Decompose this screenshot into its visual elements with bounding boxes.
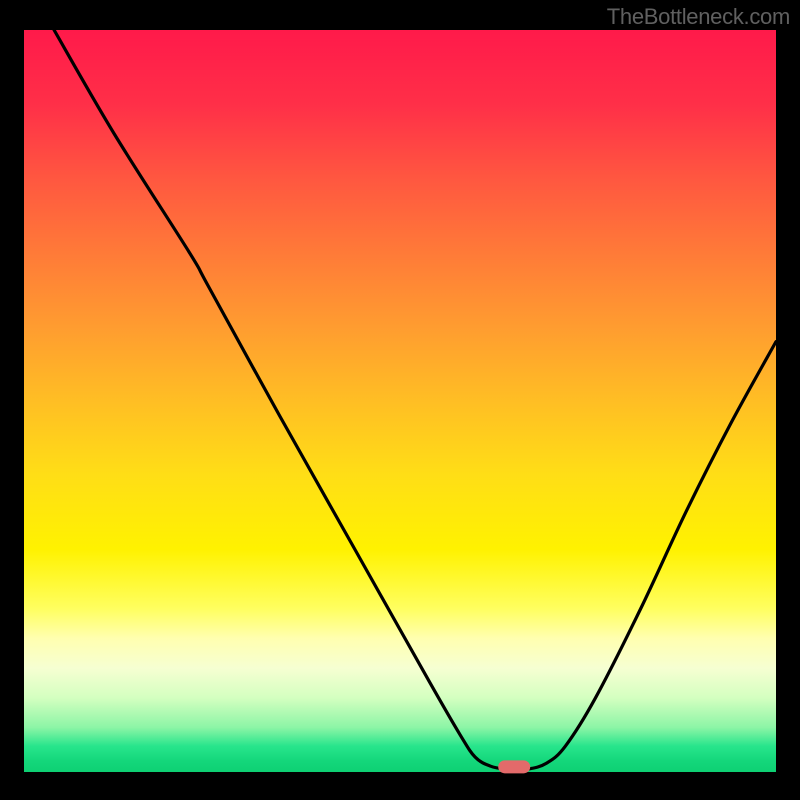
minimum-marker	[499, 760, 531, 773]
attribution-text: TheBottleneck.com	[607, 4, 790, 30]
bottleneck-chart	[24, 30, 776, 772]
bottleneck-curve	[24, 30, 776, 772]
